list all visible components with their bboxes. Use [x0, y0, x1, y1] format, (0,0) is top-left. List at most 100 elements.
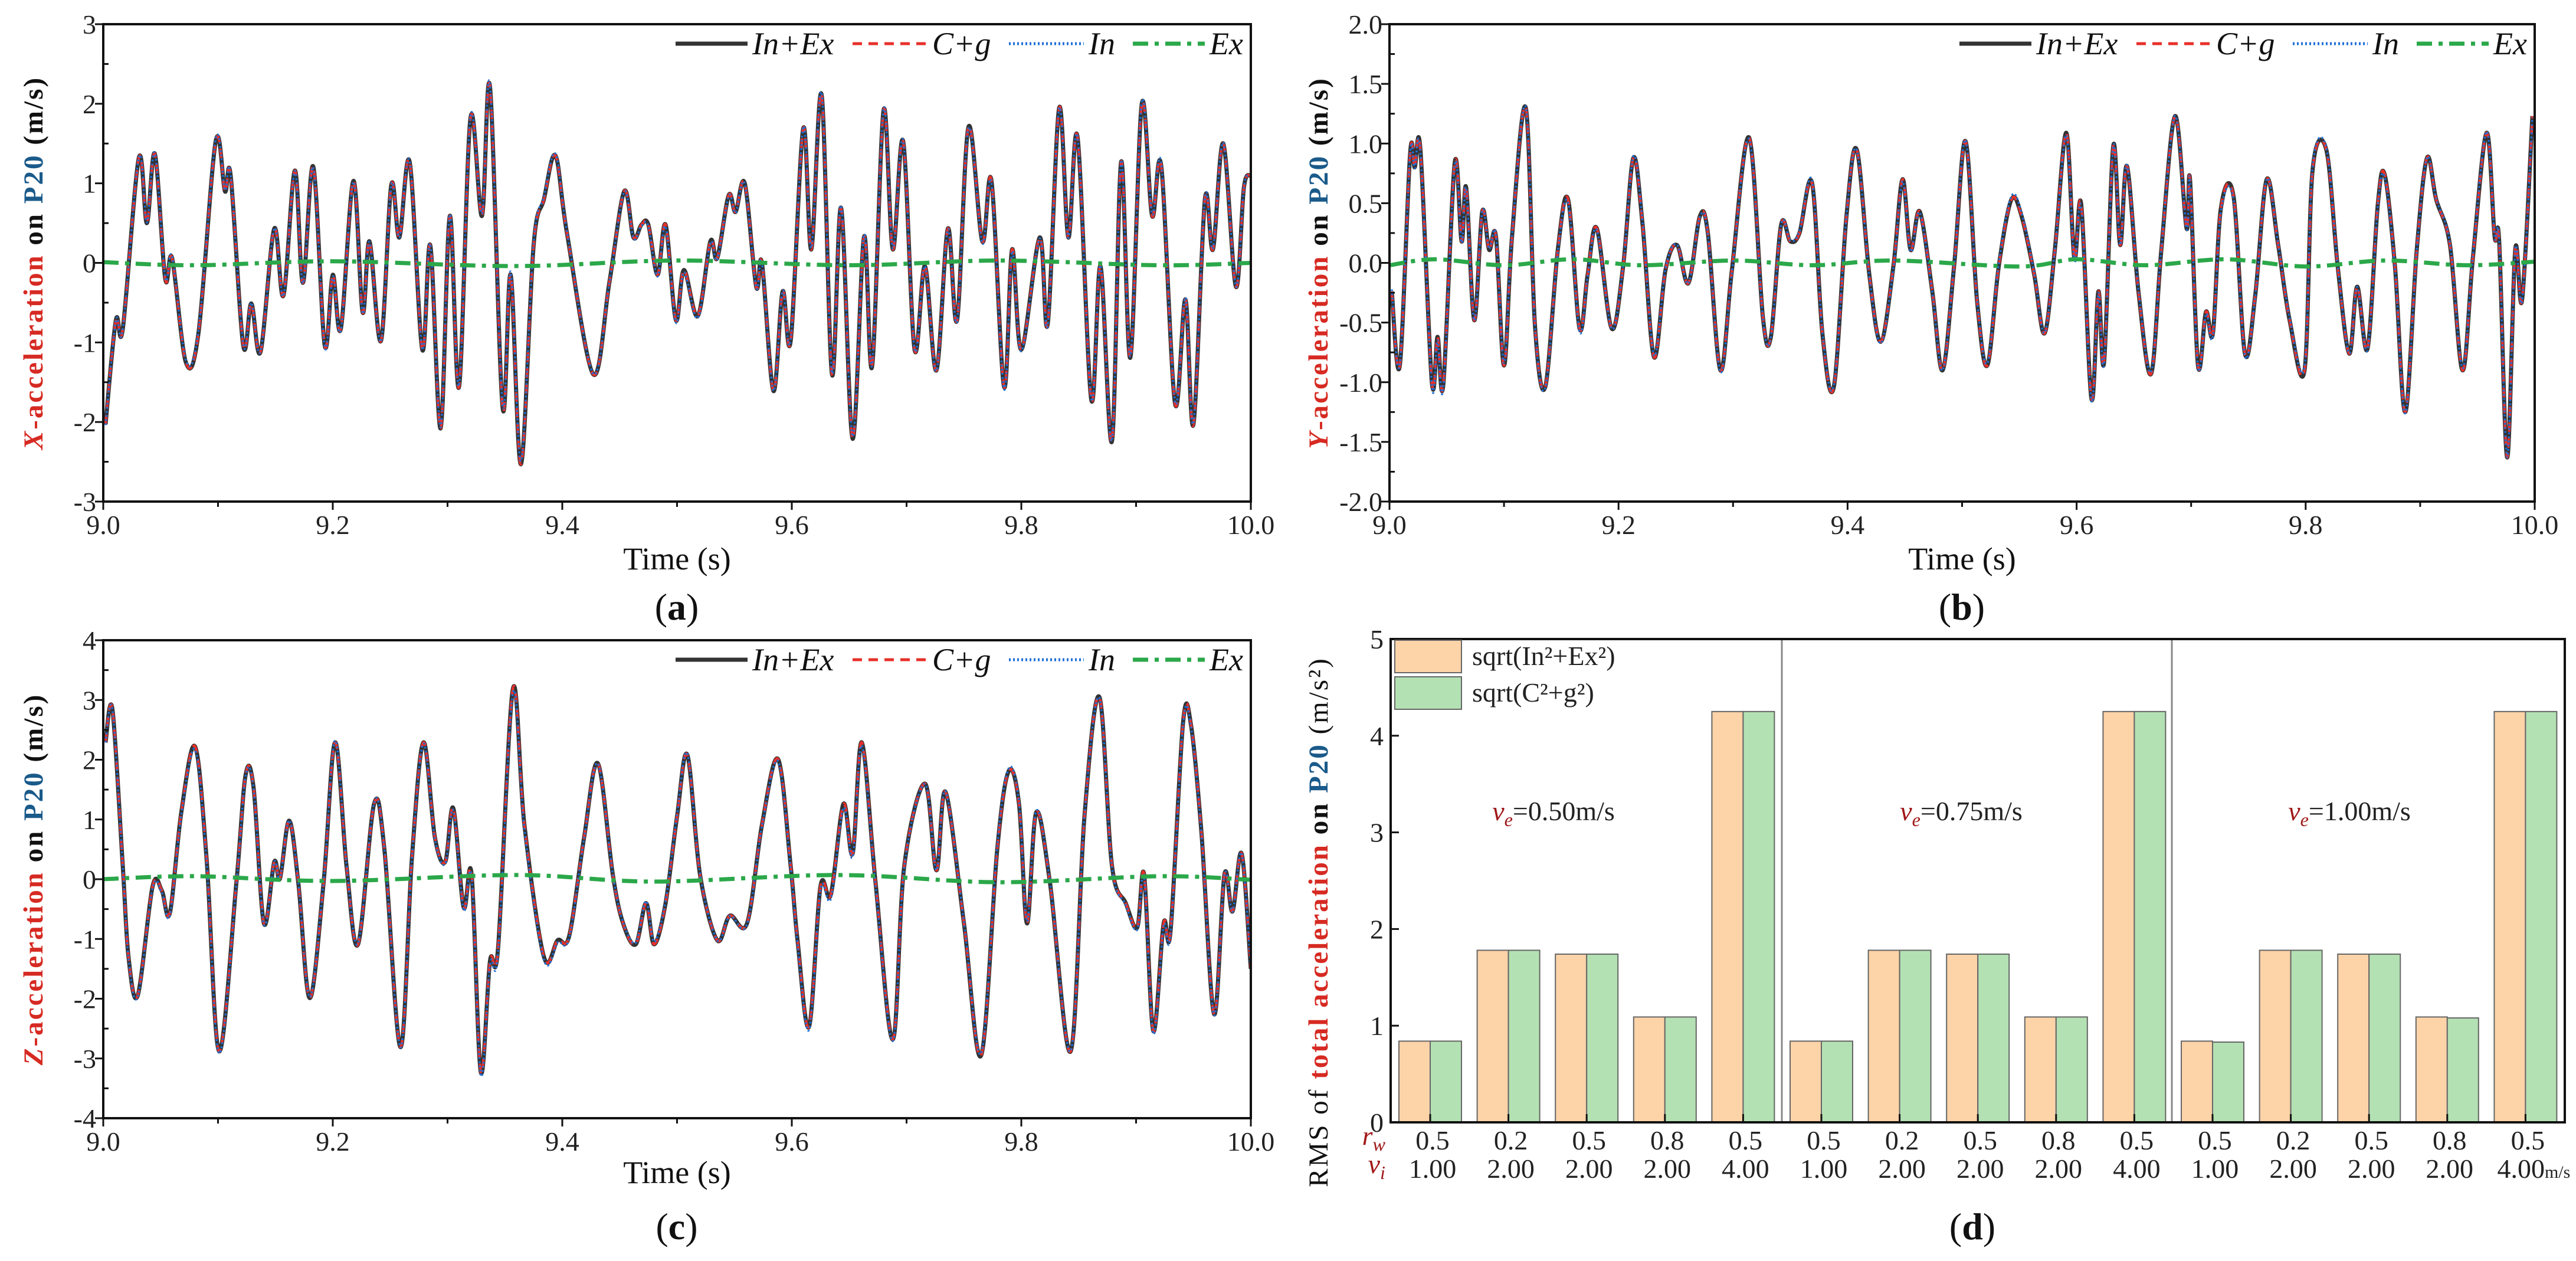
bar-in-ex	[1867, 949, 1900, 1124]
bar-in-ex	[1711, 710, 1744, 1123]
x-tick-label: 9.6	[775, 510, 809, 540]
y-axis-title-part: (m/s²)	[1303, 657, 1334, 743]
legend-label: Ex	[1209, 642, 1243, 677]
vi-tick-label: 4.00	[1722, 1154, 1769, 1184]
bar-in-ex	[1555, 953, 1588, 1124]
panel-caption: (c)	[656, 1206, 697, 1247]
vi-tick-label: 2.00	[1487, 1154, 1535, 1184]
panel-caption: (d)	[1949, 1206, 1995, 1247]
y-tick-label: 1.0	[1349, 129, 1383, 159]
y-axis-title-part: X	[18, 430, 49, 451]
y-tick-label: 0.0	[1349, 248, 1383, 279]
bar-c-g	[1899, 949, 1932, 1124]
symbol: v	[1368, 1149, 1381, 1179]
legend-label: C+g	[932, 642, 991, 677]
rw-tick-label: 0.5	[2198, 1125, 2232, 1155]
legend-label: In	[1088, 642, 1115, 677]
vi-value: 4.00	[2113, 1154, 2161, 1184]
group-annotation-ve: ve=0.75m/s	[1900, 796, 2023, 830]
y-axis-title: Y-acceleration on P20 (m/s)	[1303, 77, 1334, 449]
y-axis-title-part: total acceleration	[1303, 843, 1334, 1079]
x-axis-title: Time (s)	[623, 1155, 731, 1190]
series-line-ex	[103, 258, 1251, 268]
y-axis-title-part: on	[1303, 205, 1334, 255]
bar-c-g	[2212, 1041, 2244, 1124]
y-axis-title-part: on	[1303, 793, 1334, 843]
rw-tick-label: 0.8	[1650, 1125, 1684, 1155]
caption-letter: c	[668, 1206, 685, 1247]
vi-row-label: vi	[1368, 1149, 1385, 1183]
y-tick-label: -4	[74, 1103, 96, 1134]
legend-label: In+Ex	[752, 642, 834, 677]
rw-tick-label: 0.5	[2120, 1125, 2154, 1155]
vi-tick-label: 2.00	[2269, 1154, 2317, 1184]
bar-c-g	[1664, 1016, 1697, 1124]
x-tick-label: 9.6	[2060, 510, 2094, 540]
x-tick-label: 9.4	[545, 1126, 579, 1157]
x-tick-label: 10.0	[2511, 510, 2559, 540]
x-tick-label: 9.6	[775, 1126, 809, 1157]
y-tick-label: 3	[83, 685, 96, 715]
x-tick-label: 9.4	[545, 510, 579, 540]
y-tick-label: -1	[74, 327, 96, 358]
y-tick-label: -2	[74, 407, 96, 437]
legend-label: sqrt(In²+Ex²)	[1472, 641, 1615, 671]
rw-tick-label: 0.5	[1415, 1125, 1450, 1155]
series-lines	[103, 684, 1251, 1078]
y-axis-title: RMS of total acceleration on P20 (m/s²)	[1303, 657, 1334, 1187]
x-tick-label: 9.8	[2289, 510, 2323, 540]
x-tick-label: 9.4	[1831, 510, 1865, 540]
bar-in-ex	[2024, 1016, 2057, 1124]
y-axis-title-part: (m/s)	[1303, 77, 1334, 155]
x-axis-title: Time (s)	[1908, 541, 2016, 577]
bar-c-g	[1586, 953, 1619, 1124]
y-tick-label: 1.5	[1349, 69, 1383, 99]
rw-tick-label: 0.5	[2511, 1125, 2545, 1155]
y-tick-label: -1.5	[1339, 427, 1382, 457]
y-tick-label: 4	[1370, 721, 1384, 751]
y-axis-title-part: Z	[18, 1047, 49, 1066]
y-tick-label: 1	[1370, 1011, 1384, 1041]
y-tick-label: 5	[1370, 624, 1384, 654]
bar-in-ex	[1633, 1016, 1666, 1124]
vi-value: 2.00	[1644, 1154, 1692, 1184]
y-axis-title-part: on	[18, 204, 49, 254]
x-tick-label: 9.0	[86, 1126, 120, 1157]
vi-tick-label: 1.00	[1409, 1154, 1457, 1184]
vi-tick-label: 1.00	[1800, 1154, 1848, 1184]
vi-tick-label: 2.00	[2426, 1154, 2474, 1184]
group-annotation-ve: ve=0.50m/s	[1492, 796, 1615, 830]
legend-label: In	[2372, 26, 2399, 61]
vi-tick-label: 1.00	[2191, 1154, 2239, 1184]
x-tick-label: 9.2	[316, 510, 350, 540]
rw-row-label: rw	[1362, 1121, 1386, 1155]
caption-letter: b	[1951, 586, 1972, 628]
legend-label: C+g	[2216, 26, 2275, 61]
x-tick-label: 9.2	[1601, 510, 1636, 540]
rw-tick-label: 0.2	[1494, 1125, 1528, 1155]
y-axis-title-part: Y	[1303, 430, 1334, 449]
symbol-subscript: i	[1380, 1162, 1385, 1183]
y-tick-label: -3	[74, 487, 96, 517]
symbol-subscript: e	[2300, 809, 2309, 830]
series-line-in	[1391, 104, 2534, 458]
bar-in-ex	[1398, 1040, 1431, 1123]
y-tick-label: 1	[83, 805, 96, 835]
caption-paren: (	[656, 1206, 668, 1247]
x-tick-label: 9.8	[1004, 510, 1038, 540]
legend-label: Ex	[1209, 26, 1243, 61]
y-axis-title-part: (m/s)	[18, 693, 49, 771]
rw-tick-label: 0.5	[1572, 1125, 1606, 1155]
vi-tick-label: 2.00	[1878, 1154, 1926, 1184]
caption-paren: )	[1972, 586, 1985, 628]
y-tick-label: 2.0	[1349, 9, 1383, 40]
x-tick-label: 10.0	[1227, 510, 1275, 540]
caption-paren: )	[686, 586, 699, 628]
vi-value: 2.00	[1878, 1154, 1926, 1184]
y-tick-label: 2	[83, 745, 96, 775]
y-tick-label: 0	[83, 864, 96, 895]
y-axis-title-part: -acceleration	[18, 871, 49, 1046]
bar-c-g	[1977, 953, 2010, 1124]
vi-tick-label: 2.00	[2348, 1154, 2395, 1184]
